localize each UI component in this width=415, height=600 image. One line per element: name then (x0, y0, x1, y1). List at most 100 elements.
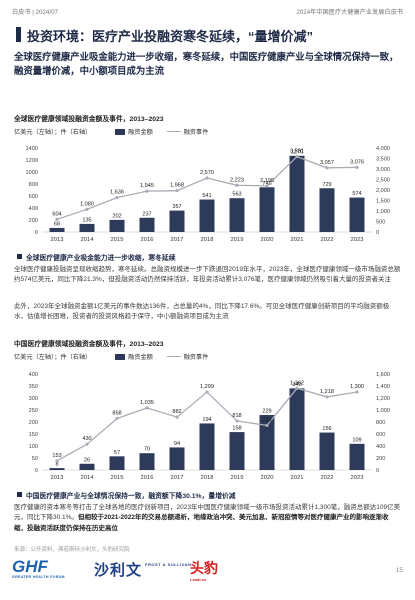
bar-value-label: 194 (202, 417, 211, 423)
right-axis-tick-label: 800 (376, 420, 385, 426)
right-axis-tick-label: 2,500 (376, 178, 390, 184)
legend-bar-label: 融资金额 (128, 129, 153, 136)
left-axis-tick-label: 100 (29, 444, 38, 450)
right-axis-tick-label: 3,000 (376, 167, 390, 173)
events-value-label: 1,945 (140, 183, 154, 189)
bar-value-label: 1270 (291, 149, 303, 155)
legend-bar-swatch (115, 354, 126, 360)
events-point (205, 176, 209, 180)
source-note: 来源：公开资料，弗若斯特沙利文，头豹研究院 (14, 547, 130, 553)
right-axis-tick-label: 1,500 (376, 199, 390, 205)
x-tick-label: 2014 (81, 475, 95, 481)
events-point (85, 207, 89, 211)
left-axis-tick-label: 250 (29, 408, 38, 414)
x-tick-label: 2020 (261, 475, 274, 481)
left-axis-tick-label: 400 (29, 206, 38, 212)
right-axis-tick-label: 3,500 (376, 157, 390, 163)
x-tick-label: 2020 (261, 237, 274, 243)
events-point (325, 166, 329, 170)
events-point (265, 184, 269, 188)
x-tick-label: 2019 (231, 475, 244, 481)
right-axis-tick-label: 1,000 (376, 408, 390, 414)
events-point (175, 189, 179, 193)
x-tick-label: 2016 (141, 237, 154, 243)
fs-logo-sub: FROST & SULLIVAN (145, 562, 192, 567)
bar (319, 432, 335, 470)
bar (259, 415, 275, 470)
bar-value-label: 8 (55, 462, 58, 468)
x-tick-label: 2022 (321, 237, 334, 243)
legend-line-label: 融资事件 (183, 354, 209, 361)
bar (169, 210, 185, 232)
bar (289, 388, 305, 470)
legend-line-label: 融资事件 (183, 129, 209, 136)
events-point (115, 416, 119, 421)
x-tick-label: 2017 (171, 237, 184, 243)
events-value-label: 2,570 (200, 170, 214, 176)
bar-value-label: 70 (144, 447, 150, 453)
left-axis-tick-label: 300 (29, 396, 38, 402)
right-axis-tick-label: 400 (376, 444, 385, 450)
ghf-logo-sub: GREATER HEALTH FORUM (12, 575, 65, 579)
bar (109, 219, 125, 232)
right-axis-tick-label: 1,600 (376, 372, 390, 378)
bar (49, 468, 65, 470)
x-tick-label: 2016 (141, 475, 154, 481)
x-tick-label: 2022 (321, 475, 334, 481)
x-tick-label: 2018 (201, 237, 214, 243)
chart-china-financing: 0 50 100 150 200 250 300 350 400 0 200 400 600 800 1,0… (29, 372, 390, 481)
left-axis-tick-label: 1400 (26, 146, 38, 152)
bar-value-label: 202 (112, 213, 121, 219)
bullet-china: 中国医疗健康产业与全球情况保持一致，融资额下降30.1%，量增价减 (17, 490, 236, 500)
right-axis-tick-label: 2,000 (376, 188, 390, 194)
x-tick-label: 2021 (291, 237, 304, 243)
events-point (355, 390, 359, 394)
title-accent-bar (16, 27, 21, 42)
left-axis-tick-label: 600 (29, 194, 38, 200)
lb-logo-text: 头豹 (190, 560, 218, 576)
para-global-1: 全球医疗健康投融资呈现收缩趋势，寒冬延续。总融资规模进一步下跌退回2019年水平… (14, 266, 401, 284)
left-axis-tick-label: 0 (35, 230, 38, 236)
x-tick-label: 2017 (171, 475, 184, 481)
x-tick-label: 2013 (51, 475, 64, 481)
events-value-label: 858 (112, 411, 121, 417)
para-china-normal: 医疗健康的资本寒冬等打击了全球各地的医疗创新项目，2023年中国医疗健康领域一级… (14, 504, 401, 522)
bar-value-label: 94 (174, 441, 180, 447)
left-axis-tick-label: 0 (35, 468, 38, 474)
events-value-label: 1,300 (350, 384, 364, 390)
events-value-label: 2,196 (260, 178, 274, 184)
bullet-global: 全球医疗健康产业吸金能力进一步收缩，寒冬延续 (17, 252, 176, 262)
events-value-label: 3,057 (320, 160, 334, 166)
bar (49, 227, 65, 232)
right-axis-tick-label: 600 (376, 432, 385, 438)
legend-line: 融资事件 (166, 127, 209, 136)
x-tick-label: 2023 (351, 475, 364, 481)
right-axis-tick-label: 200 (376, 456, 385, 462)
events-value-label: 1,968 (170, 183, 184, 189)
para-china-bold: 但相较于2021-2022年的交易总额递析，地缘政治冲突、美元加息、新冠疫情等对… (14, 514, 389, 532)
events-point (265, 423, 269, 428)
bar (79, 223, 95, 232)
events-value-label: 153 (52, 453, 61, 459)
lead-text: 全球医疗健康产业吸金能力进一步收缩，寒冬延续，中国医疗健康产业与全球情况保持一致… (14, 51, 399, 76)
header-right: 2024年中国医疗大健康产业发展白皮书 (296, 9, 403, 16)
bar-value-label: 26 (84, 457, 90, 463)
bar (349, 443, 365, 470)
bar (169, 447, 185, 470)
section-title: 投资环境：医疗产业投融资寒冬延续，“量增价减” (27, 29, 314, 44)
bar-value-label: 57 (114, 450, 120, 456)
chart2-title: 中国医疗健康领域投融资金额及事件，2013–2023 (14, 341, 164, 348)
events-point (235, 419, 239, 423)
left-axis-tick-label: 150 (29, 432, 38, 438)
events-value-label: 3,076 (350, 159, 364, 165)
header-left: 白皮书 | 2024/07 (12, 9, 58, 16)
bar (229, 198, 245, 232)
bar-value-label: 541 (202, 193, 211, 199)
bar (319, 188, 335, 232)
chart1-unit-label: 亿美元（左轴）；件（右轴） (14, 129, 92, 136)
events-value-label: 882 (172, 409, 181, 415)
events-point (55, 459, 59, 463)
left-axis-tick-label: 1000 (26, 170, 38, 176)
bar (139, 217, 155, 232)
events-value-label: 430 (82, 436, 91, 442)
